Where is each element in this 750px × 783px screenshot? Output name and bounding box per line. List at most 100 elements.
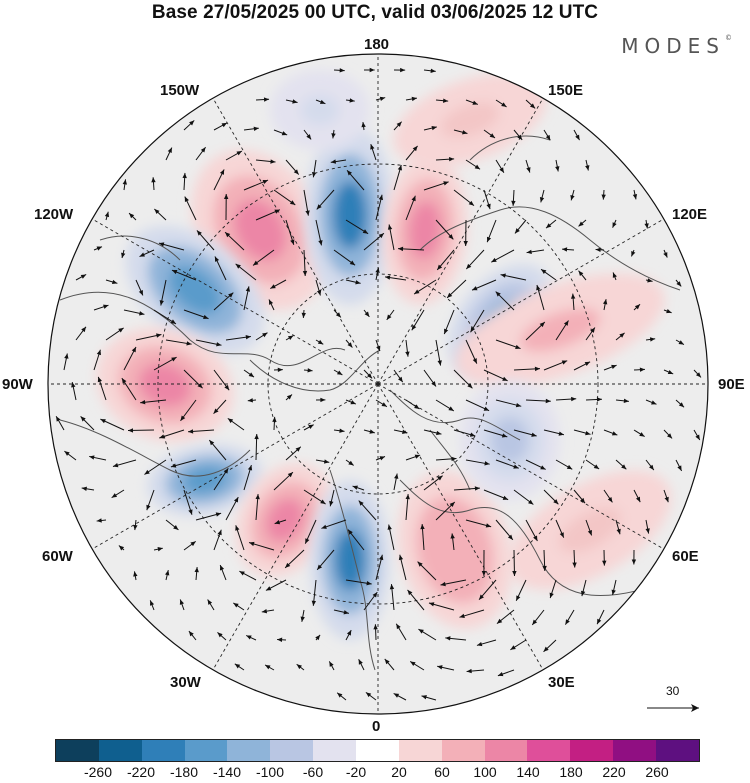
arrow-head-icon	[234, 663, 241, 669]
arrow-head-icon	[305, 210, 310, 216]
arrow-head-icon	[381, 402, 387, 407]
arrow-head-icon	[486, 203, 491, 210]
arrow-head-icon	[532, 619, 538, 625]
meridian-line	[212, 383, 379, 671]
arrow-head-icon	[122, 179, 128, 185]
coastline	[469, 135, 551, 161]
arrow-head-icon	[188, 429, 194, 434]
arrow-head-icon	[632, 193, 638, 200]
arrow-head-icon	[678, 340, 684, 345]
arrow-head-icon	[536, 284, 541, 291]
arrow-head-icon	[667, 433, 673, 439]
colorbar-cell	[527, 740, 571, 761]
arrow-head-icon	[501, 102, 507, 107]
anomaly-lobe	[270, 70, 370, 150]
arrow-head-icon	[300, 616, 305, 622]
arrow-head-icon	[245, 286, 251, 292]
colorbar-tick-label: -140	[212, 764, 242, 780]
arrow-head-icon	[531, 432, 537, 437]
arrow-head-icon	[350, 400, 356, 405]
arrow-head-icon	[96, 246, 103, 251]
arrow-head-icon	[570, 194, 575, 201]
arrow-head-icon	[80, 274, 87, 279]
arrow-head-icon	[317, 339, 324, 345]
anomaly-lobe	[310, 480, 390, 640]
arrow-head-icon	[347, 170, 352, 176]
arrow-head-icon	[227, 418, 234, 424]
arrow-head-icon	[233, 602, 239, 608]
colorbar-tick-label: 140	[516, 764, 540, 780]
arrow-head-icon	[112, 463, 119, 468]
arrow-head-icon	[369, 429, 375, 434]
arrow-head-icon	[186, 341, 192, 346]
arrow-head-icon	[621, 464, 627, 470]
arrow-head-icon	[394, 473, 399, 479]
arrow-head-icon	[274, 209, 280, 214]
arrow-head-icon	[448, 234, 454, 240]
arrow-head-icon	[225, 232, 231, 238]
arrow-head-icon	[526, 249, 532, 255]
arrow-head-icon	[272, 416, 277, 423]
arrow-head-icon	[378, 233, 384, 239]
arrow-head-icon	[255, 494, 260, 500]
arrow-head-icon	[329, 500, 334, 507]
arrow-head-icon	[139, 252, 145, 257]
arrow-head-icon	[375, 267, 380, 273]
arrow-head-icon	[468, 200, 475, 206]
arrow-head-icon	[398, 246, 404, 252]
arrow-head-icon	[431, 125, 437, 131]
arrow-head-icon	[305, 538, 310, 544]
arrow-head-icon	[138, 289, 143, 296]
coastline	[419, 206, 681, 291]
anomaly-lobe	[125, 225, 265, 355]
arrow-head-icon	[249, 541, 255, 547]
coastline	[59, 291, 346, 367]
arrow-head-icon	[182, 172, 187, 179]
arrow-head-icon	[645, 528, 650, 534]
arrow-head-icon	[585, 165, 590, 171]
arrow-head-icon	[666, 308, 672, 314]
arrow-head-icon	[376, 345, 381, 352]
arrow-head-icon	[623, 398, 629, 404]
arrow-head-icon	[216, 342, 222, 347]
arrow-head-icon	[559, 532, 564, 538]
arrow-head-icon	[156, 333, 162, 338]
colorbar-tick-label: -180	[169, 764, 199, 780]
arrow-head-icon	[295, 446, 301, 452]
arrow-head-icon	[587, 530, 592, 536]
arrow-head-icon	[320, 397, 326, 403]
arrow-head-icon	[539, 322, 545, 328]
arrow-head-icon	[447, 292, 453, 298]
colorbar-cell	[227, 740, 271, 761]
arrow-head-icon	[580, 497, 586, 504]
arrow-head-icon	[561, 360, 568, 365]
arrow-head-icon	[104, 211, 110, 218]
anomaly-contour	[332, 180, 368, 250]
arrow-head-icon	[445, 636, 451, 641]
arrow-head-icon	[486, 236, 492, 243]
arrow-head-icon	[411, 195, 416, 202]
arrow-head-icon	[270, 284, 276, 289]
arrow-head-icon	[372, 592, 378, 598]
arrow-head-icon	[246, 635, 252, 640]
arrow-head-icon	[379, 456, 385, 461]
arrow-head-icon	[513, 464, 519, 469]
arrow-head-icon	[287, 472, 293, 478]
arrow-head-icon	[296, 664, 302, 670]
arrow-head-icon	[133, 524, 138, 531]
arrow-head-icon	[612, 272, 617, 278]
arrow-head-icon	[369, 67, 375, 73]
anomaly-contour	[168, 265, 222, 315]
colorbar	[55, 739, 700, 762]
arrow-head-icon	[431, 381, 436, 387]
arrow-head-icon	[430, 68, 436, 73]
arrow-head-icon	[616, 528, 621, 535]
colorbar-tick-label: 180	[559, 764, 583, 780]
arrow-head-icon	[207, 599, 213, 605]
arrow-head-icon	[472, 286, 478, 291]
arrow-head-icon	[393, 693, 400, 698]
reference-vector-label: 30	[666, 684, 680, 698]
arrow-head-icon	[349, 260, 356, 266]
arrow-head-icon	[121, 378, 127, 384]
